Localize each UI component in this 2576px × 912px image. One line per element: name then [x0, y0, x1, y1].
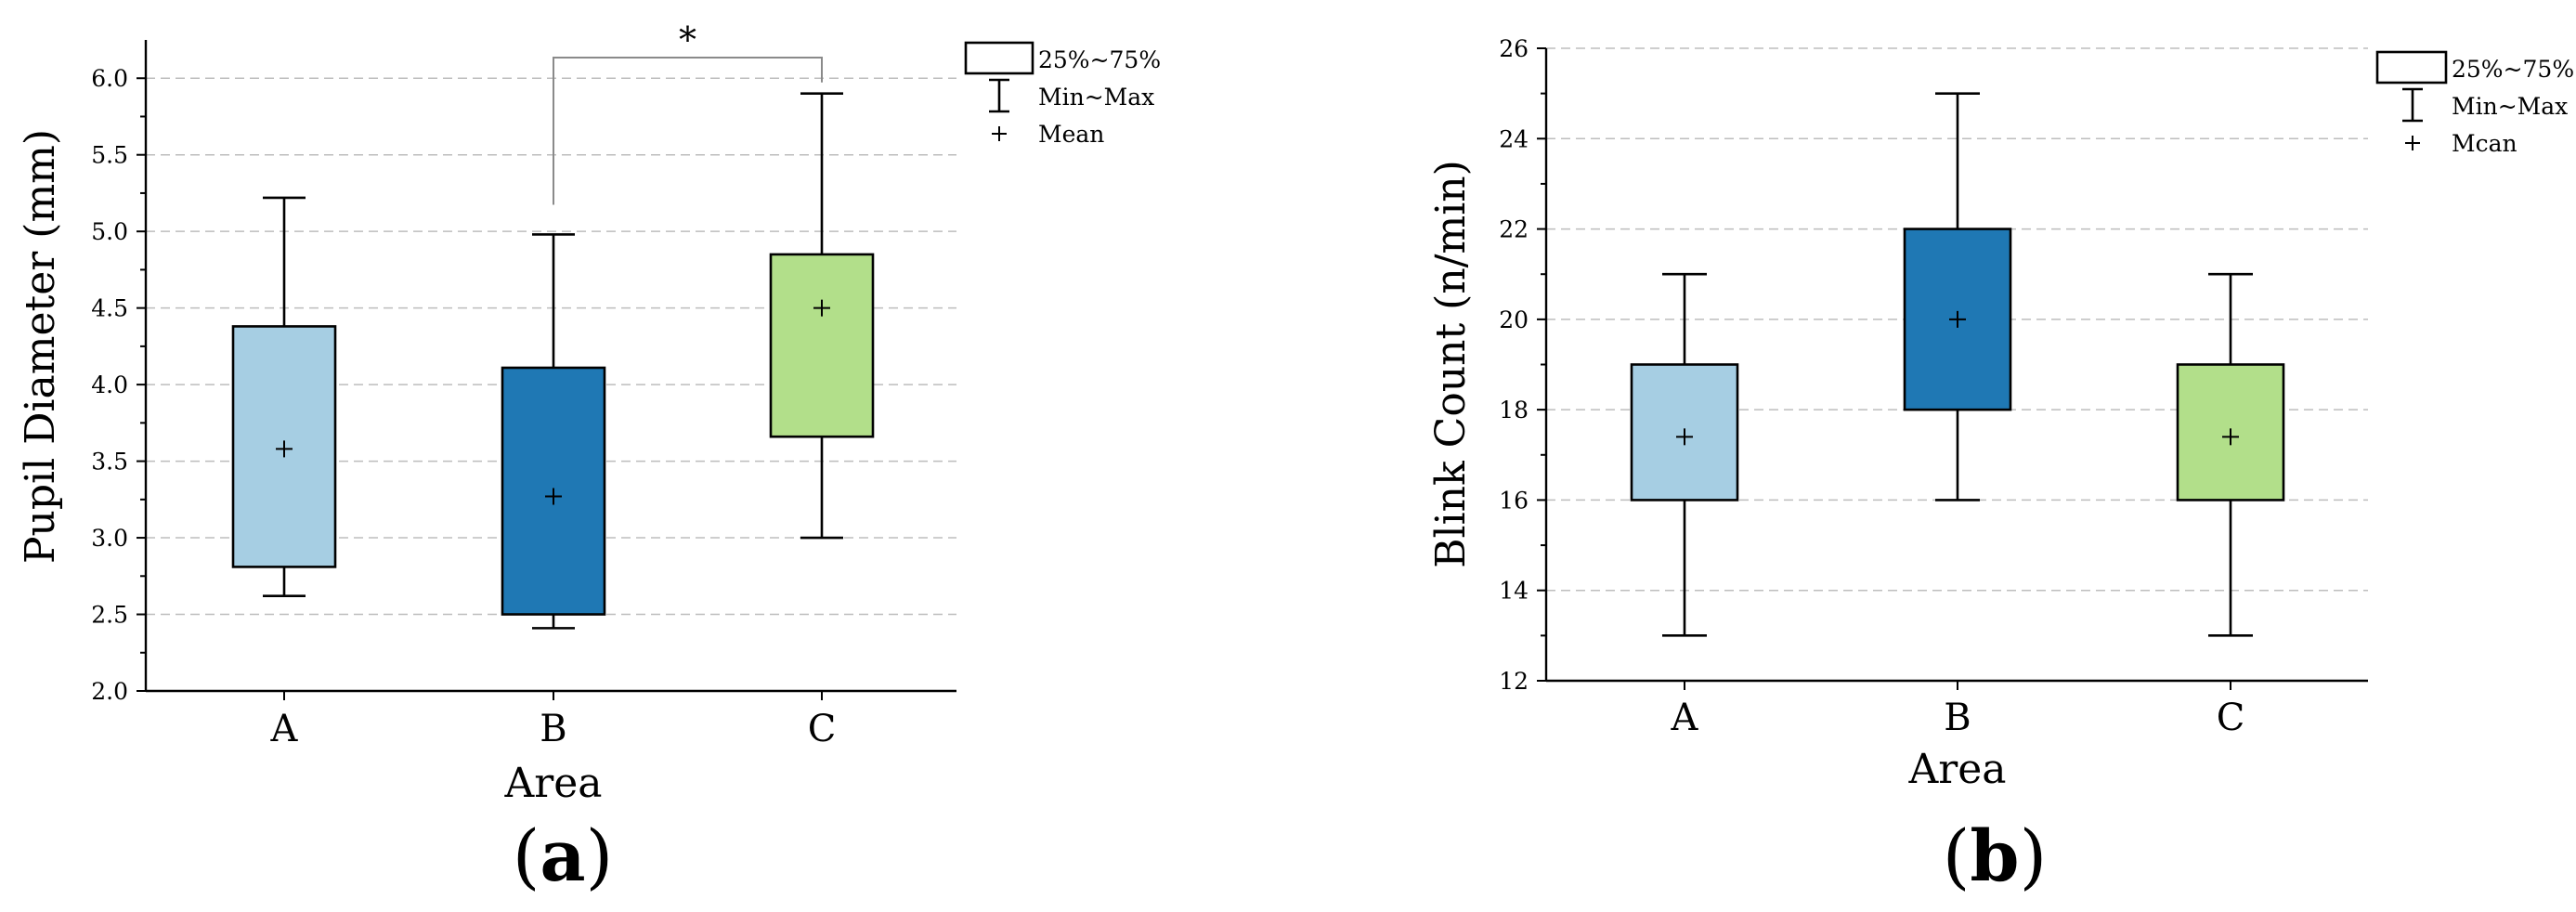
panel-b-legend-box-swatch: [2375, 50, 2448, 85]
panel-b-x-axis-label: Area: [1907, 746, 2006, 793]
panel-a-y-tick-label: 4.5: [91, 295, 128, 322]
panel-b-legend-whisker-swatch: [2402, 87, 2423, 123]
panel-b-y-tick-label: 12: [1499, 668, 1529, 695]
panel-b-y-tick-label: 16: [1499, 487, 1529, 514]
panel-a-significance-label: *: [679, 20, 696, 60]
panel-a-legend-whisker-swatch: [989, 78, 1009, 113]
panel-a-caption-letter: a: [540, 814, 585, 897]
panel-b-y-tick-label: 24: [1499, 125, 1529, 152]
panel-a-box-a: [231, 196, 337, 598]
panel-a-x-axis-label: Area: [503, 760, 602, 807]
panel-a-box-b: [501, 233, 606, 630]
panel-b-legend-whisker-label: Min~Max: [2452, 93, 2568, 120]
panel-b-y-tick-label: 20: [1499, 306, 1529, 333]
panel-a-legend-mean-label: Mean: [1038, 121, 1104, 148]
iqr-box: [769, 253, 875, 438]
panel-a-legend-whisker-label: Min~Max: [1038, 84, 1154, 111]
panel-a-category-label-b: B: [540, 708, 566, 750]
panel-a-y-axis-label: Pupil Diameter (mm): [17, 129, 64, 564]
panel-a-y-tick-label: 5.0: [91, 218, 128, 245]
panel-b-legend: 25%~75% Min~Max Mcan: [2375, 50, 2574, 157]
panel-a-y-tick-label: 3.0: [91, 525, 128, 552]
panel-a-y-tick-label: 2.0: [91, 678, 128, 705]
panel-a-category-label-c: C: [808, 708, 837, 750]
panel-b-chart: 12 14 16 18 20 22 24 26 A B C Area Blink Count …: [1427, 35, 2574, 897]
panel-a-caption: (a): [513, 814, 614, 897]
panel-b-y-tick-label: 26: [1499, 35, 1529, 62]
panel-b-y-tick-label: 14: [1499, 578, 1529, 605]
panel-b-legend-mean-label: Mcan: [2452, 130, 2517, 157]
panel-a-y-tick-label: 4.0: [91, 371, 128, 398]
panel-b-category-label-c: C: [2217, 697, 2245, 739]
panel-a-legend-mean-swatch: [992, 126, 1007, 141]
panel-b-box-c: [2176, 272, 2285, 637]
panel-a-significance-bracket: [553, 57, 823, 205]
panel-b-box-b: [1903, 92, 2012, 502]
panel-a-legend-box-swatch: [964, 41, 1034, 75]
panel-b-y-tick-label: 22: [1499, 216, 1529, 243]
panel-a-legend: 25%~75% Min~Max Mean: [964, 41, 1161, 148]
panel-a-y-tick-label: 5.5: [91, 142, 128, 169]
panel-b-legend-mean-swatch: [2405, 136, 2420, 150]
panel-b-category-label-a: A: [1671, 697, 1699, 739]
panel-b-box-a: [1630, 272, 1739, 637]
panel-a-chart: 2.0 2.5 3.0 3.5 4.0 4.5 5.0 5.5 6.0 * A B C Area…: [17, 20, 1161, 897]
panel-b-y-tick-label: 18: [1499, 397, 1529, 423]
panel-a-y-tick-label: 2.5: [91, 602, 128, 629]
panel-a-legend-box-label: 25%~75%: [1038, 46, 1161, 73]
panel-b-category-label-b: B: [1944, 697, 1971, 739]
panel-a-category-label-a: A: [270, 708, 299, 750]
panel-b-caption-letter: b: [1970, 814, 2019, 897]
panel-a-y-tick-label: 6.0: [91, 65, 128, 92]
panel-b-caption: (b): [1943, 814, 2047, 897]
panel-b-legend-box-label: 25%~75%: [2452, 56, 2574, 83]
panel-a-y-tick-label: 3.5: [91, 449, 128, 476]
panel-a-box-c: [769, 92, 875, 540]
panel-b-y-axis-label: Blink Count (n/min): [1427, 160, 1475, 568]
